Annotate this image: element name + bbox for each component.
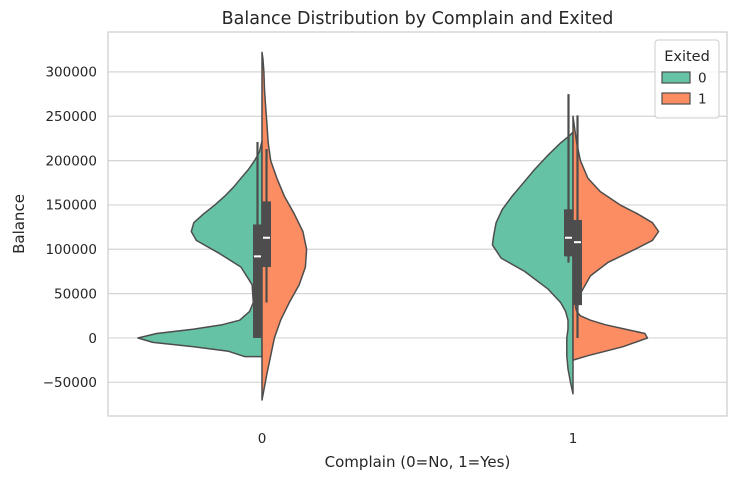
y-tick-label: 150000 [45,198,97,214]
legend-swatch-0 [661,71,691,84]
y-tick-label: 200000 [45,153,97,169]
y-tick-label: 300000 [45,65,97,81]
y-tick-label: 250000 [45,109,97,125]
legend-entry-0: 0 [698,71,707,87]
inner-boxes [253,94,582,338]
y-tick-label: 0 [88,331,97,347]
y-tick-label: 50000 [54,286,97,302]
box-left-cat1 [564,209,573,257]
violin-right-cat1 [572,115,660,361]
y-tick-label: 100000 [45,242,97,258]
x-tick-label: 0 [258,431,267,447]
violin-right-cat0 [261,51,308,401]
violin-left-cat1 [491,131,574,395]
violin-left-cat0 [137,140,263,358]
legend-swatch-1 [661,92,691,105]
legend-title: Exited [664,49,710,65]
y-axis-label: Balance [10,194,28,254]
legend-entry-1: 1 [698,92,707,108]
y-tick-label: −50000 [43,375,97,391]
box-left-cat0 [253,224,262,338]
plot-frame [107,31,728,417]
violins [137,51,660,401]
y-ticks: −50000 0 50000 100000 150000 200000 250000 3000… [43,65,97,391]
legend: Exited 0 1 [654,39,720,119]
box-right-cat1 [573,220,582,306]
x-axis-label: Complain (0=No, 1=Yes) [325,453,511,471]
chart-title: Balance Distribution by Complain and Exi… [222,9,614,29]
x-tick-label: 1 [569,431,578,447]
box-right-cat0 [262,201,271,268]
